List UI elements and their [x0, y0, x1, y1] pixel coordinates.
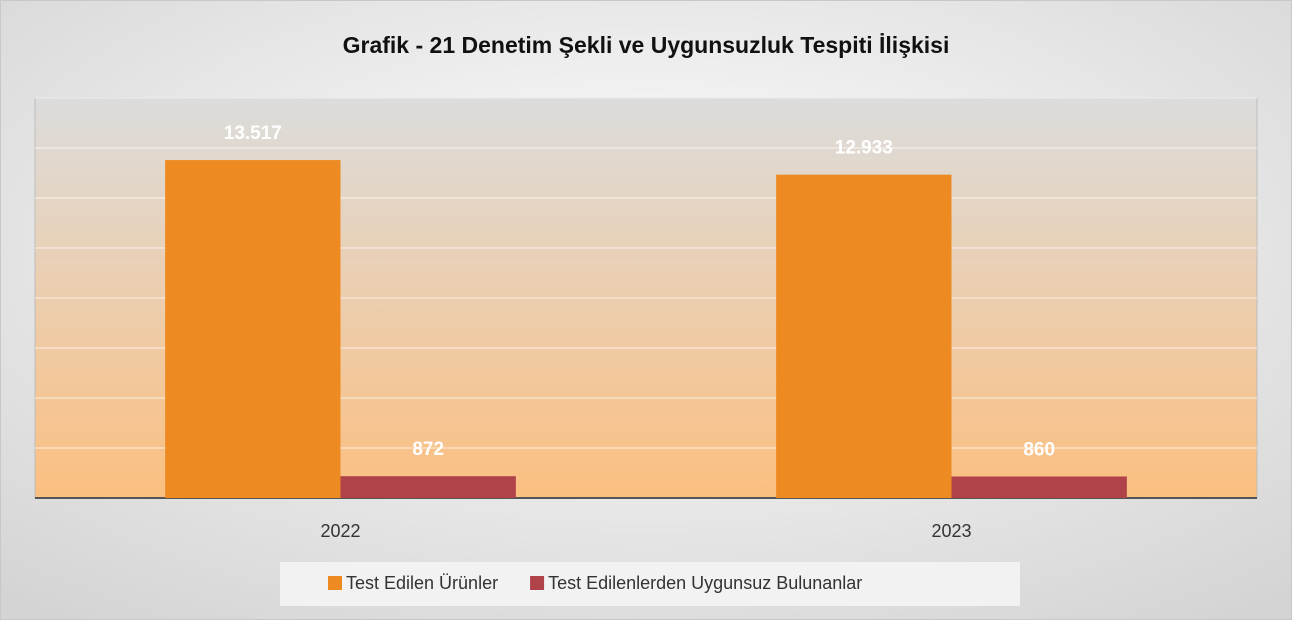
- bar: [165, 160, 341, 498]
- bar: [776, 174, 952, 499]
- data-label: 872: [412, 439, 444, 460]
- data-label: 13.517: [224, 123, 282, 144]
- bar: [951, 476, 1127, 498]
- legend-label: Test Edilenlerden Uygunsuz Bulunanlar: [548, 573, 862, 593]
- data-label: 12.933: [835, 138, 893, 159]
- legend-label: Test Edilen Ürünler: [346, 573, 498, 593]
- x-tick-label: 2023: [931, 521, 971, 541]
- x-tick-label: 2022: [320, 521, 360, 541]
- legend-marker: [328, 576, 342, 590]
- legend-marker: [530, 576, 545, 590]
- bar: [340, 476, 516, 498]
- data-label: 860: [1023, 440, 1055, 461]
- chart-title: Grafik - 21 Denetim Şekli ve Uygunsuzluk…: [343, 32, 950, 58]
- legend-box: [280, 562, 1020, 606]
